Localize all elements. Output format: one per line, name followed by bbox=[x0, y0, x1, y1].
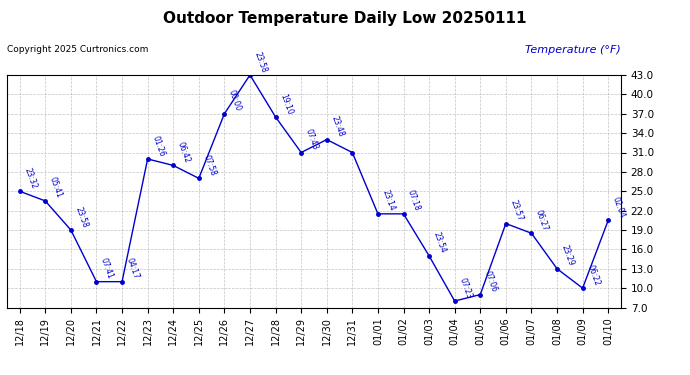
Text: 23:58: 23:58 bbox=[73, 205, 89, 229]
Text: 02:04: 02:04 bbox=[611, 195, 627, 219]
Text: 00:00: 00:00 bbox=[227, 89, 243, 112]
Text: Temperature (°F): Temperature (°F) bbox=[525, 45, 621, 55]
Text: 23:32: 23:32 bbox=[22, 166, 38, 190]
Text: 07:43: 07:43 bbox=[304, 128, 319, 151]
Text: 23:58: 23:58 bbox=[253, 50, 268, 74]
Text: 23:48: 23:48 bbox=[329, 115, 345, 138]
Text: 01:26: 01:26 bbox=[150, 134, 166, 158]
Text: 23:57: 23:57 bbox=[509, 199, 524, 222]
Text: 04:17: 04:17 bbox=[125, 257, 141, 280]
Text: 05:41: 05:41 bbox=[48, 176, 63, 200]
Text: Outdoor Temperature Daily Low 20250111: Outdoor Temperature Daily Low 20250111 bbox=[164, 11, 526, 26]
Text: 23:29: 23:29 bbox=[560, 244, 575, 267]
Text: 23:54: 23:54 bbox=[432, 231, 448, 255]
Text: 06:42: 06:42 bbox=[176, 141, 192, 164]
Text: 07:06: 07:06 bbox=[483, 270, 499, 293]
Text: 06:22: 06:22 bbox=[585, 263, 601, 287]
Text: 23:14: 23:14 bbox=[380, 189, 396, 213]
Text: 06:27: 06:27 bbox=[534, 208, 550, 232]
Text: 07:18: 07:18 bbox=[406, 189, 422, 213]
Text: 07:58: 07:58 bbox=[201, 153, 217, 177]
Text: Copyright 2025 Curtronics.com: Copyright 2025 Curtronics.com bbox=[7, 45, 148, 54]
Text: 07:41: 07:41 bbox=[99, 257, 115, 280]
Text: 07:23: 07:23 bbox=[457, 276, 473, 300]
Text: 19:10: 19:10 bbox=[278, 92, 294, 116]
